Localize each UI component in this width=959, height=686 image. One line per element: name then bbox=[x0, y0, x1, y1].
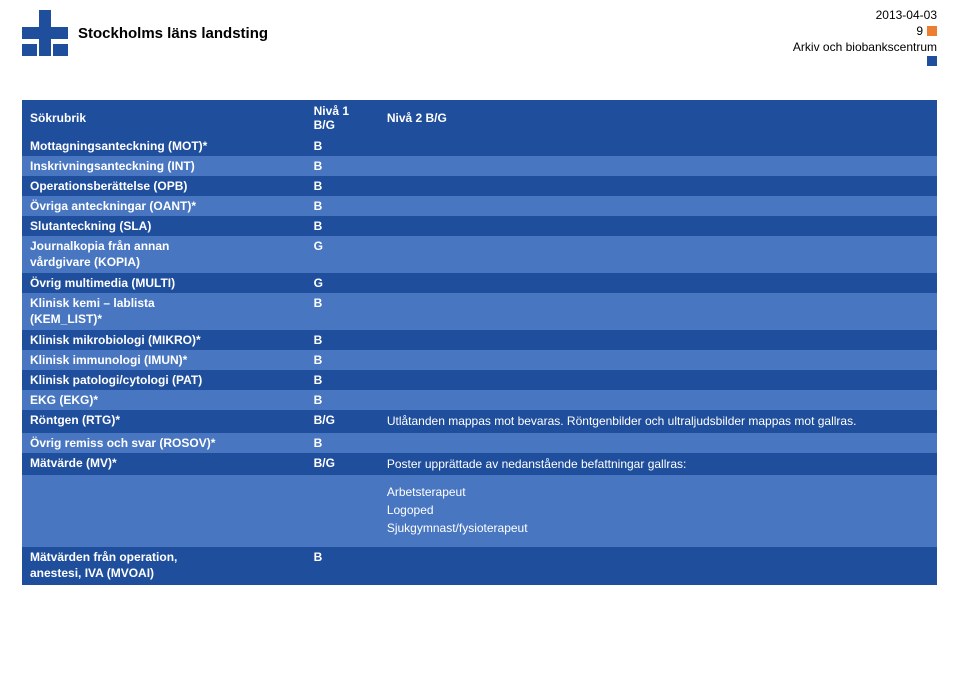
row-level2 bbox=[379, 350, 937, 370]
page-number: 9 bbox=[916, 24, 923, 38]
row-level2 bbox=[379, 370, 937, 390]
row-label: Övriga anteckningar (OANT)* bbox=[22, 196, 306, 216]
table-row: Operationsberättelse (OPB)B bbox=[22, 176, 937, 196]
row-label: Operationsberättelse (OPB) bbox=[22, 176, 306, 196]
row-label: Inskrivningsanteckning (INT) bbox=[22, 156, 306, 176]
header-date: 2013-04-03 bbox=[793, 8, 937, 22]
row-level2 bbox=[379, 176, 937, 196]
row-level1: B bbox=[306, 547, 379, 584]
row-level1: B bbox=[306, 330, 379, 350]
row-level2 bbox=[379, 547, 937, 584]
table-row: Klinisk patologi/cytologi (PAT)B bbox=[22, 370, 937, 390]
row-level1: B bbox=[306, 176, 379, 196]
row-level1: B bbox=[306, 196, 379, 216]
row-level1 bbox=[306, 475, 379, 548]
table-row-sublist: Arbetsterapeut Logoped Sjukgymnast/fysiote… bbox=[22, 475, 937, 548]
org-logo-block: Stockholms läns landsting bbox=[22, 10, 268, 56]
row-level1: B/G bbox=[306, 453, 379, 475]
row-label: Mottagningsanteckning (MOT)* bbox=[22, 136, 306, 156]
row-label: Mätvärden från operation,anestesi, IVA (… bbox=[22, 547, 306, 584]
row-label: Övrig multimedia (MULTI) bbox=[22, 273, 306, 293]
row-label bbox=[22, 475, 306, 548]
data-table: Sökrubrik Nivå 1 B/G Nivå 2 B/G Mottagni… bbox=[22, 100, 937, 585]
table-row: Övrig remiss och svar (ROSOV)*B bbox=[22, 433, 937, 453]
row-level2 bbox=[379, 196, 937, 216]
org-name: Stockholms läns landsting bbox=[78, 25, 268, 42]
row-level2 bbox=[379, 156, 937, 176]
row-level1: B bbox=[306, 136, 379, 156]
row-level2-sublist: Arbetsterapeut Logoped Sjukgymnast/fysiote… bbox=[379, 475, 937, 548]
table-row: Mätvärde (MV)*B/GPoster upprättade av ne… bbox=[22, 453, 937, 475]
table-row: Röntgen (RTG)*B/GUtlåtanden mappas mot b… bbox=[22, 410, 937, 432]
sublist-item: Logoped bbox=[387, 502, 929, 518]
row-level2 bbox=[379, 390, 937, 410]
header-page: 9 bbox=[793, 24, 937, 38]
row-label: Klinisk kemi – lablista(KEM_LIST)* bbox=[22, 293, 306, 330]
blue-square-icon bbox=[927, 56, 937, 66]
row-level2 bbox=[379, 293, 937, 330]
header-meta: 2013-04-03 9 Arkiv och biobankscentrum bbox=[793, 8, 937, 66]
table-row: Övriga anteckningar (OANT)*B bbox=[22, 196, 937, 216]
row-level1: B bbox=[306, 390, 379, 410]
table-row: EKG (EKG)*B bbox=[22, 390, 937, 410]
table-row: Slutanteckning (SLA)B bbox=[22, 216, 937, 236]
row-level2 bbox=[379, 273, 937, 293]
table-header-row: Sökrubrik Nivå 1 B/G Nivå 2 B/G bbox=[22, 100, 937, 136]
table-row: Inskrivningsanteckning (INT)B bbox=[22, 156, 937, 176]
sublist-item: Arbetsterapeut bbox=[387, 484, 929, 500]
row-label: Mätvärde (MV)* bbox=[22, 453, 306, 475]
row-label: Övrig remiss och svar (ROSOV)* bbox=[22, 433, 306, 453]
row-level1: B bbox=[306, 433, 379, 453]
row-level2: Poster upprättade av nedanstående befatt… bbox=[379, 453, 937, 475]
row-level2 bbox=[379, 433, 937, 453]
page-header: Stockholms läns landsting 2013-04-03 9 A… bbox=[0, 0, 959, 70]
row-level1: B/G bbox=[306, 410, 379, 432]
row-label: Klinisk patologi/cytologi (PAT) bbox=[22, 370, 306, 390]
row-level1: B bbox=[306, 293, 379, 330]
table-row: Mätvärden från operation,anestesi, IVA (… bbox=[22, 547, 937, 584]
row-label: Klinisk immunologi (IMUN)* bbox=[22, 350, 306, 370]
table-row: Journalkopia från annanvårdgivare (KOPIA… bbox=[22, 236, 937, 273]
table-row: Övrig multimedia (MULTI)G bbox=[22, 273, 937, 293]
row-label: Slutanteckning (SLA) bbox=[22, 216, 306, 236]
table-row: Klinisk kemi – lablista(KEM_LIST)*B bbox=[22, 293, 937, 330]
row-level2: Utlåtanden mappas mot bevaras. Röntgenbi… bbox=[379, 410, 937, 432]
col-header-1: Nivå 1 B/G bbox=[306, 100, 379, 136]
content-area: Sökrubrik Nivå 1 B/G Nivå 2 B/G Mottagni… bbox=[0, 70, 959, 585]
sll-logo-icon bbox=[22, 10, 68, 56]
table-row: Klinisk mikrobiologi (MIKRO)*B bbox=[22, 330, 937, 350]
table-row: Klinisk immunologi (IMUN)*B bbox=[22, 350, 937, 370]
row-level1: G bbox=[306, 236, 379, 273]
table-row: Mottagningsanteckning (MOT)*B bbox=[22, 136, 937, 156]
row-level2 bbox=[379, 136, 937, 156]
col-header-0: Sökrubrik bbox=[22, 100, 306, 136]
orange-square-icon bbox=[927, 26, 937, 36]
row-level1: B bbox=[306, 216, 379, 236]
row-label: Röntgen (RTG)* bbox=[22, 410, 306, 432]
sublist-item: Sjukgymnast/fysioterapeut bbox=[387, 520, 929, 536]
row-label: Journalkopia från annanvårdgivare (KOPIA… bbox=[22, 236, 306, 273]
row-label: EKG (EKG)* bbox=[22, 390, 306, 410]
row-level1: B bbox=[306, 370, 379, 390]
row-label: Klinisk mikrobiologi (MIKRO)* bbox=[22, 330, 306, 350]
row-level2 bbox=[379, 330, 937, 350]
header-subtitle: Arkiv och biobankscentrum bbox=[793, 40, 937, 54]
row-level2 bbox=[379, 236, 937, 273]
col-header-2: Nivå 2 B/G bbox=[379, 100, 937, 136]
row-level1: G bbox=[306, 273, 379, 293]
row-level1: B bbox=[306, 350, 379, 370]
row-level1: B bbox=[306, 156, 379, 176]
row-level2 bbox=[379, 216, 937, 236]
